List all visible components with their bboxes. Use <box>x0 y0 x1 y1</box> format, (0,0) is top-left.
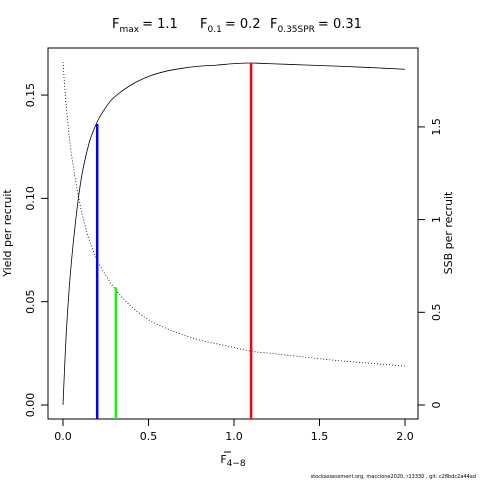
y-axis-left: 0.00 0.05 0.10 0.15 <box>24 83 48 417</box>
y-left-tick-label: 0.10 <box>24 186 37 211</box>
x-tick-label: 1.0 <box>225 430 243 443</box>
y-axis-right: 0 0.5 1 1.5 <box>418 118 443 409</box>
series-lines <box>62 61 406 406</box>
x-tick-label: 0.0 <box>54 430 72 443</box>
y-right-tick-label: 0.5 <box>430 304 443 322</box>
y-right-tick-label: 1 <box>430 216 443 223</box>
x-tick-label: 1.5 <box>311 430 329 443</box>
title-fmax: Fmax = 1.1 <box>112 17 178 35</box>
ssb-per-recruit-line <box>62 61 406 367</box>
y-axis-left-title: Yield per recruit <box>1 189 14 278</box>
title-fspr: F0.35SPR = 0.31 <box>270 17 362 35</box>
title-f01: F0.1 = 0.2 <box>200 17 261 35</box>
plot-frame <box>47 47 419 420</box>
x-tick-label: 2.0 <box>396 430 414 443</box>
y-left-tick-label: 0.15 <box>24 83 37 108</box>
footer-text: stockassessment.org, maccione2020, r1333… <box>311 474 476 480</box>
x-axis-title: F4−8 <box>220 453 246 469</box>
y-left-tick-label: 0.00 <box>24 393 37 418</box>
y-axis-right-title: SSB per recruit <box>442 191 455 274</box>
chart-title: Fmax = 1.1 F0.1 = 0.2 F0.35SPR = 0.31 <box>112 17 362 35</box>
yield-per-recruit-line <box>62 62 406 406</box>
y-left-tick-label: 0.05 <box>24 289 37 314</box>
x-axis: 0.0 0.5 1.0 1.5 2.0 <box>54 419 414 443</box>
x-tick-label: 0.5 <box>140 430 158 443</box>
y-right-tick-label: 0 <box>430 402 443 409</box>
reference-lines <box>95 63 253 419</box>
y-right-tick-label: 1.5 <box>430 118 443 136</box>
